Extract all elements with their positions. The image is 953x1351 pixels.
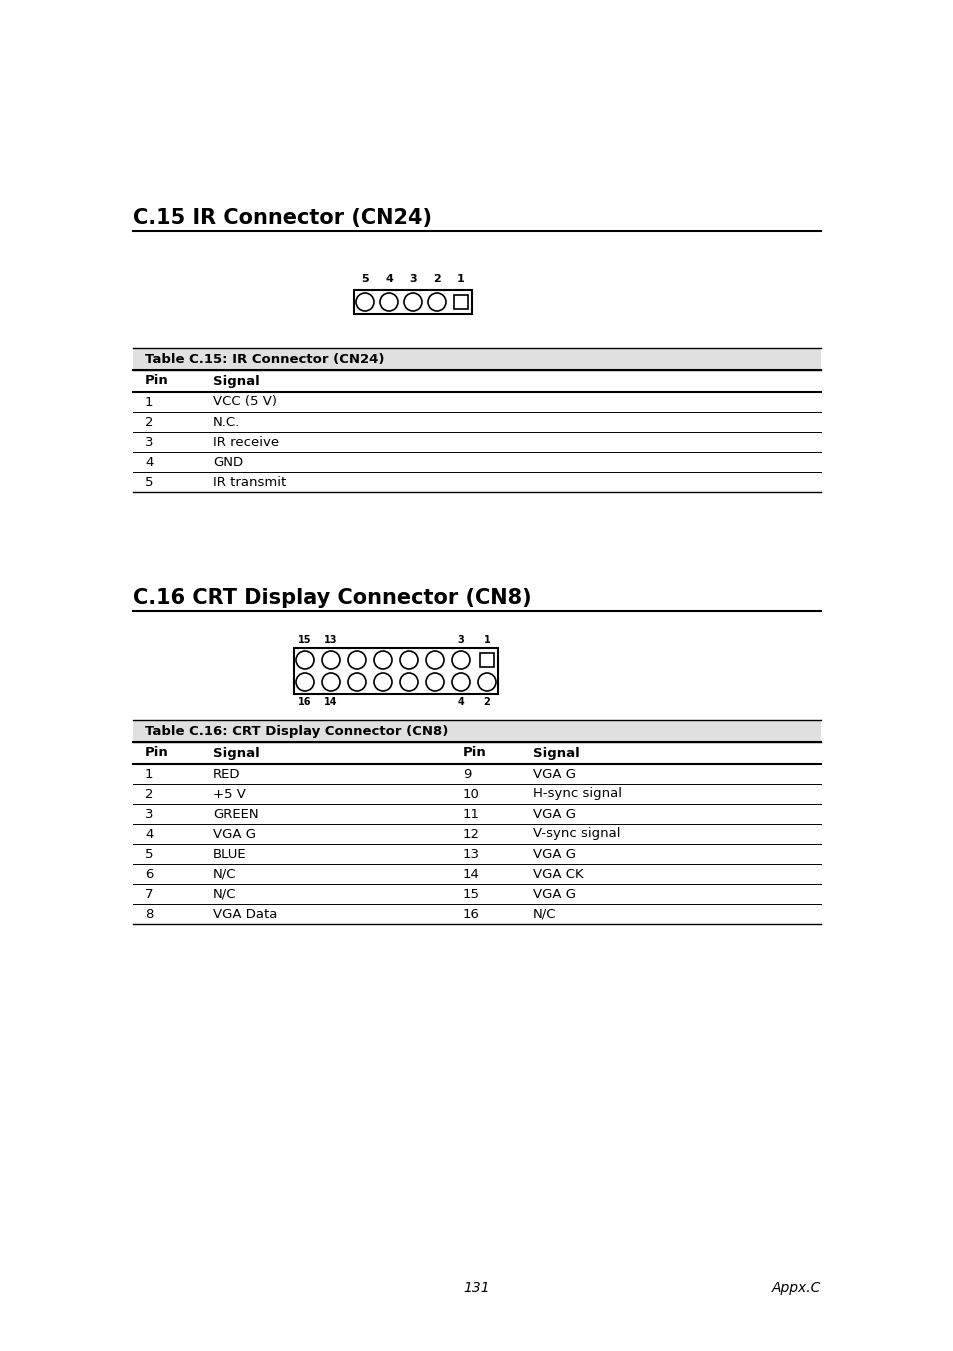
Circle shape <box>322 651 339 669</box>
Text: VGA G: VGA G <box>213 828 255 840</box>
Text: 14: 14 <box>324 697 337 707</box>
Text: 7: 7 <box>145 888 153 901</box>
Circle shape <box>403 293 421 311</box>
Circle shape <box>399 651 417 669</box>
Text: 4: 4 <box>145 455 153 469</box>
Text: 2: 2 <box>483 697 490 707</box>
Text: 13: 13 <box>324 635 337 644</box>
Circle shape <box>295 651 314 669</box>
Text: BLUE: BLUE <box>213 847 247 861</box>
Text: 3: 3 <box>457 635 464 644</box>
Text: Pin: Pin <box>145 374 169 388</box>
Circle shape <box>322 673 339 690</box>
Circle shape <box>374 673 392 690</box>
Text: Table C.16: CRT Display Connector (CN8): Table C.16: CRT Display Connector (CN8) <box>145 724 448 738</box>
Circle shape <box>426 651 443 669</box>
Text: Pin: Pin <box>462 747 486 759</box>
Circle shape <box>426 673 443 690</box>
Text: 6: 6 <box>145 867 153 881</box>
Text: VGA Data: VGA Data <box>213 908 277 920</box>
Text: 9: 9 <box>462 767 471 781</box>
Text: 2: 2 <box>145 416 153 428</box>
Circle shape <box>379 293 397 311</box>
Text: Signal: Signal <box>213 374 259 388</box>
Text: 15: 15 <box>298 635 312 644</box>
Text: 5: 5 <box>145 847 153 861</box>
Bar <box>132 349 821 370</box>
Text: VGA G: VGA G <box>533 767 576 781</box>
Text: 14: 14 <box>462 867 479 881</box>
Text: Signal: Signal <box>213 747 259 759</box>
Circle shape <box>374 651 392 669</box>
Bar <box>354 290 472 313</box>
Text: Appx.C: Appx.C <box>771 1281 821 1296</box>
Text: RED: RED <box>213 767 240 781</box>
Text: N/C: N/C <box>213 867 236 881</box>
Text: 12: 12 <box>462 828 479 840</box>
Text: GREEN: GREEN <box>213 808 258 820</box>
Text: 16: 16 <box>462 908 479 920</box>
Text: Table C.15: IR Connector (CN24): Table C.15: IR Connector (CN24) <box>145 353 384 366</box>
Text: IR receive: IR receive <box>213 435 279 449</box>
Text: VCC (5 V): VCC (5 V) <box>213 396 276 408</box>
Circle shape <box>477 673 496 690</box>
Text: 8: 8 <box>145 908 153 920</box>
Text: Pin: Pin <box>145 747 169 759</box>
Text: IR transmit: IR transmit <box>213 476 286 489</box>
Bar <box>479 653 494 667</box>
Circle shape <box>452 673 470 690</box>
Circle shape <box>355 293 374 311</box>
Text: VGA CK: VGA CK <box>533 867 583 881</box>
Text: V-sync signal: V-sync signal <box>533 828 619 840</box>
Text: 2: 2 <box>433 274 440 284</box>
Text: 5: 5 <box>361 274 369 284</box>
Text: 15: 15 <box>462 888 479 901</box>
Text: 11: 11 <box>462 808 479 820</box>
Text: 1: 1 <box>145 767 153 781</box>
Text: C.16 CRT Display Connector (CN8): C.16 CRT Display Connector (CN8) <box>132 588 531 608</box>
Circle shape <box>348 673 366 690</box>
Text: 3: 3 <box>145 435 153 449</box>
Text: C.15 IR Connector (CN24): C.15 IR Connector (CN24) <box>132 208 432 228</box>
Text: 3: 3 <box>145 808 153 820</box>
Circle shape <box>452 651 470 669</box>
Text: 1: 1 <box>456 274 464 284</box>
Text: N/C: N/C <box>213 888 236 901</box>
Text: 4: 4 <box>385 274 393 284</box>
Text: +5 V: +5 V <box>213 788 246 801</box>
Text: N.C.: N.C. <box>213 416 240 428</box>
Circle shape <box>428 293 446 311</box>
Bar <box>454 295 468 309</box>
Text: 5: 5 <box>145 476 153 489</box>
Bar <box>294 648 497 694</box>
Text: 13: 13 <box>462 847 479 861</box>
Text: VGA G: VGA G <box>533 808 576 820</box>
Text: 4: 4 <box>145 828 153 840</box>
Text: N/C: N/C <box>533 908 556 920</box>
Text: GND: GND <box>213 455 243 469</box>
Text: 131: 131 <box>463 1281 490 1296</box>
Text: 4: 4 <box>457 697 464 707</box>
Bar <box>132 720 821 742</box>
Text: 1: 1 <box>145 396 153 408</box>
Text: H-sync signal: H-sync signal <box>533 788 621 801</box>
Circle shape <box>399 673 417 690</box>
Text: VGA G: VGA G <box>533 847 576 861</box>
Text: 10: 10 <box>462 788 479 801</box>
Circle shape <box>295 673 314 690</box>
Text: 3: 3 <box>409 274 416 284</box>
Text: 16: 16 <box>298 697 312 707</box>
Text: 2: 2 <box>145 788 153 801</box>
Text: 1: 1 <box>483 635 490 644</box>
Circle shape <box>348 651 366 669</box>
Text: Signal: Signal <box>533 747 579 759</box>
Text: VGA G: VGA G <box>533 888 576 901</box>
